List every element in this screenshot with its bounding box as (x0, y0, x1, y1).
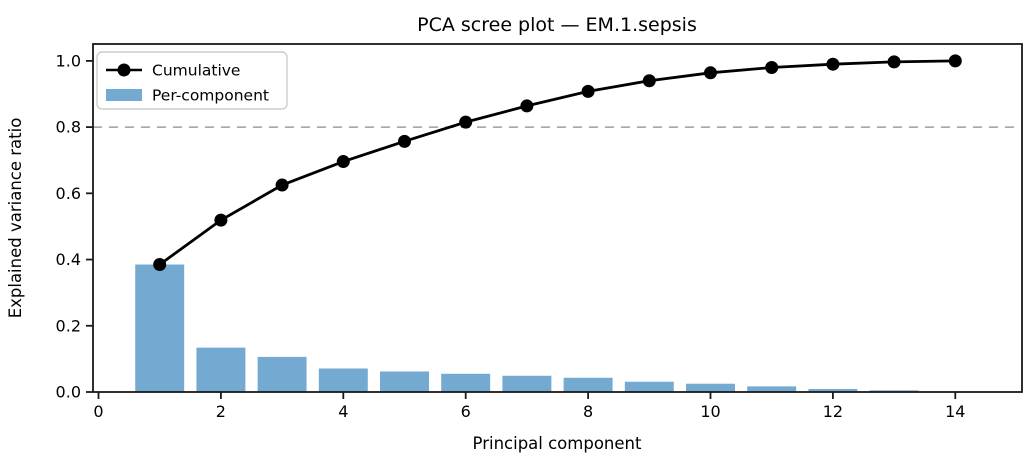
bar (257, 356, 307, 392)
data-point-marker (826, 57, 840, 71)
chart-title: PCA scree plot — EM.1.sepsis (417, 14, 697, 36)
x-tick-label: 4 (338, 402, 348, 421)
legend-label-per-component: Per-component (152, 87, 269, 105)
data-point-marker (581, 84, 595, 98)
y-tick-label: 0.2 (56, 316, 81, 335)
data-point-marker (765, 61, 779, 75)
bar (563, 377, 613, 392)
data-point-marker (214, 213, 228, 227)
bar (380, 371, 429, 392)
x-tick-label: 6 (461, 402, 471, 421)
bar (135, 264, 185, 392)
y-tick-label: 0.6 (56, 184, 81, 203)
x-tick-label: 12 (823, 402, 843, 421)
data-point-marker (153, 258, 167, 272)
bar (808, 389, 858, 392)
data-point-marker (642, 74, 656, 88)
cumulative-line (158, 59, 956, 266)
plot-frame (92, 43, 1023, 393)
legend-marker-icon (117, 63, 131, 77)
legend-box (96, 51, 288, 110)
data-point-marker (703, 66, 717, 80)
bar (196, 347, 246, 392)
y-axis-label: Explained variance ratio (6, 118, 25, 319)
x-tick-label: 8 (583, 402, 593, 421)
bar (686, 383, 735, 392)
axes-group: 0 2 4 6 8 10 12 14 0.0 0.2 0.4 0.6 0.8 1.0 (56, 43, 1023, 421)
bar (502, 375, 552, 392)
data-point-marker (887, 55, 901, 69)
legend-item-per-component: Per-component (106, 87, 269, 105)
data-point-marker (398, 134, 412, 148)
y-tick-label: 1.0 (56, 51, 81, 70)
x-tick-label: 0 (93, 402, 103, 421)
data-point-marker (459, 115, 473, 129)
x-axis-label: Principal component (473, 434, 642, 453)
data-point-marker (275, 178, 289, 192)
y-tick-label: 0.4 (56, 250, 81, 269)
data-point-marker (336, 155, 350, 169)
y-tick-label: 0.0 (56, 383, 81, 402)
x-tick-label: 2 (216, 402, 226, 421)
y-tick-label: 0.8 (56, 118, 81, 137)
x-tick-label: 14 (945, 402, 965, 421)
bar (624, 381, 674, 392)
legend-label-cumulative: Cumulative (152, 62, 240, 80)
data-point-marker (948, 54, 962, 68)
bar (747, 386, 797, 392)
legend-patch-swatch (106, 89, 142, 101)
legend: Cumulative Per-component (96, 51, 288, 110)
data-point-marker (520, 99, 534, 113)
cumulative-line-group (153, 54, 962, 272)
bars-group (135, 264, 980, 392)
bar (318, 368, 368, 392)
bar (441, 373, 491, 392)
legend-item-cumulative: Cumulative (106, 62, 240, 80)
x-tick-label: 10 (700, 402, 720, 421)
